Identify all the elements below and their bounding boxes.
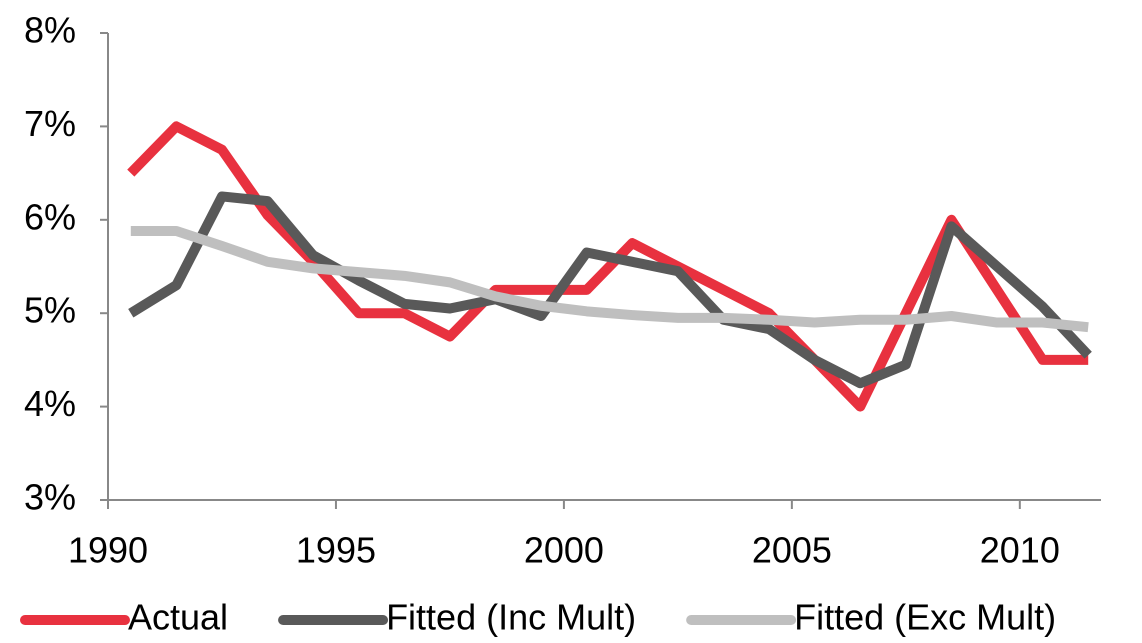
y-tick-label: 6% (24, 196, 76, 237)
y-tick-label: 3% (24, 477, 76, 518)
series-line (127, 121, 1089, 412)
x-tick-label: 1995 (296, 530, 376, 571)
series-line (128, 191, 1092, 389)
x-tick-label: 1990 (68, 530, 148, 571)
y-tick-label: 4% (24, 383, 76, 424)
series-line (130, 226, 1089, 333)
x-tick-label: 2010 (980, 530, 1060, 571)
y-tick-label: 5% (24, 290, 76, 331)
x-tick-label: 2000 (524, 530, 604, 571)
y-tick-label: 7% (24, 103, 76, 144)
y-tick-label: 8% (24, 10, 76, 51)
legend-label: Actual (128, 597, 228, 638)
legend-label: Fitted (Exc Mult) (794, 597, 1056, 638)
legend-label: Fitted (Inc Mult) (386, 597, 636, 638)
x-tick-label: 2005 (752, 530, 832, 571)
